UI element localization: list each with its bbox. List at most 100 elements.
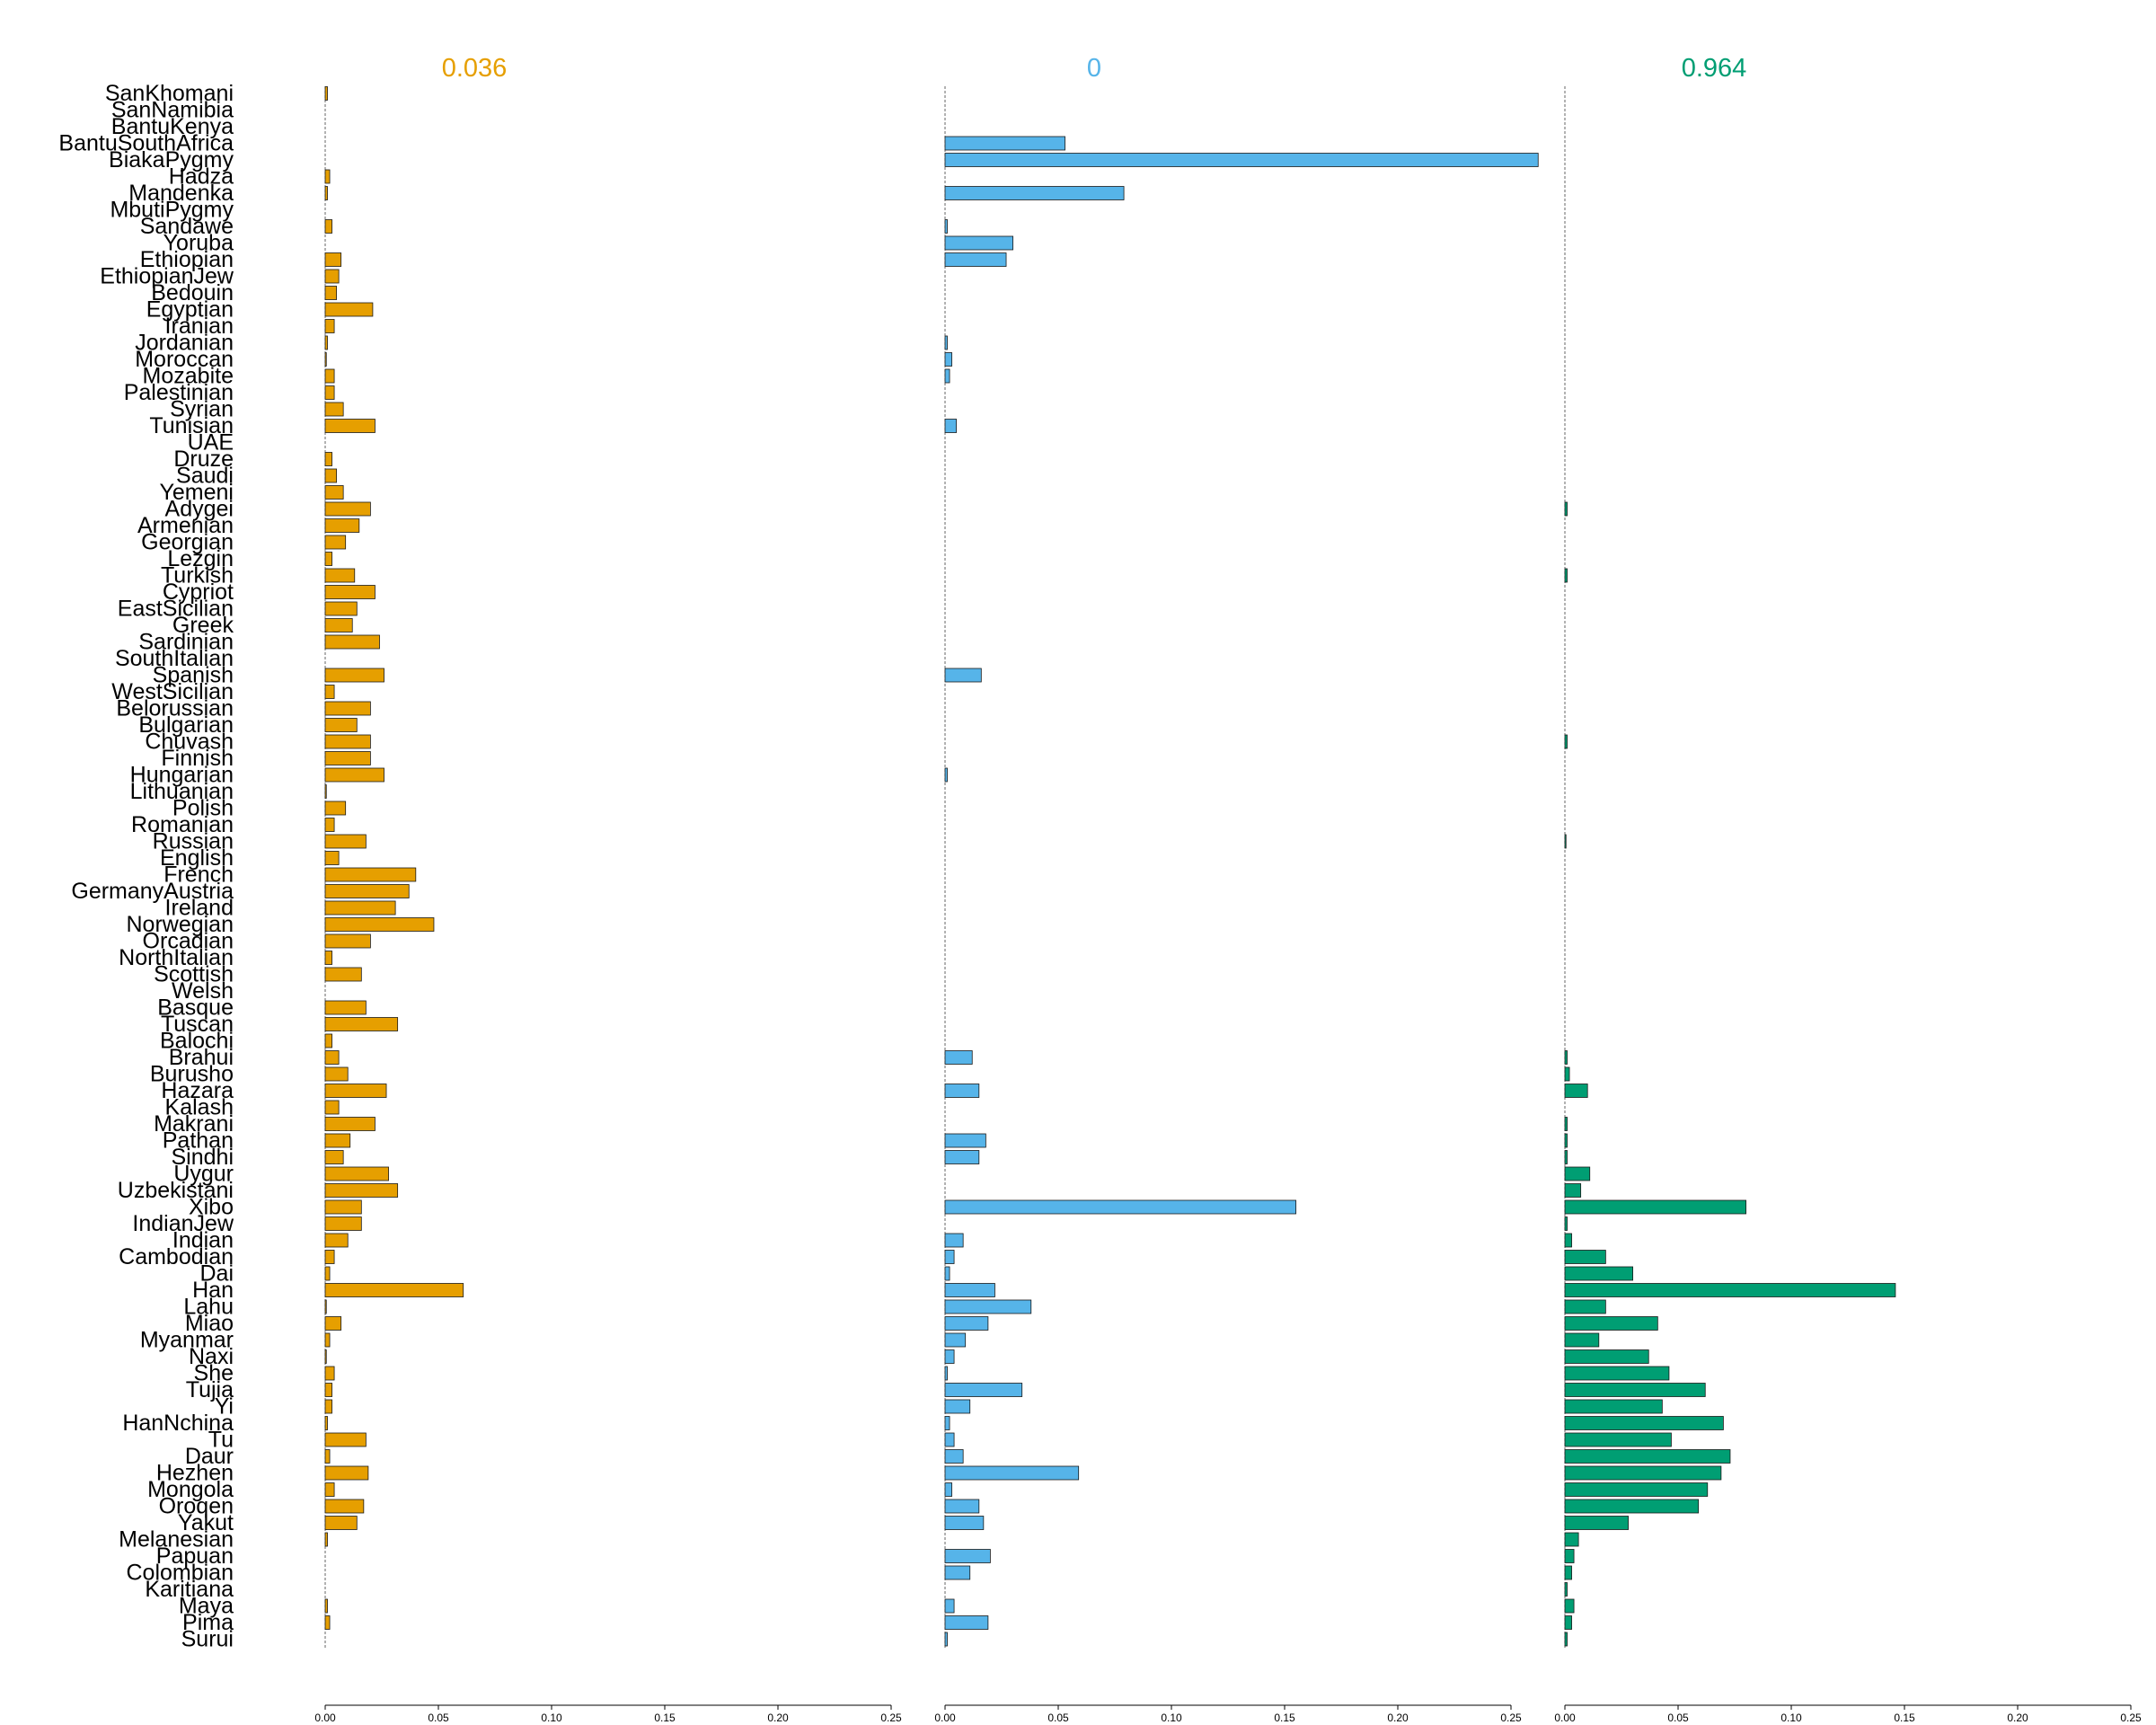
- population-label: Kalash: [165, 1095, 234, 1120]
- population-label: Brahui: [169, 1045, 234, 1070]
- bar: [324, 169, 331, 184]
- population-label: Druze: [173, 447, 234, 472]
- bar: [324, 1017, 399, 1031]
- population-label: Norwegian: [126, 912, 234, 937]
- x-tick-label: 0.10: [1780, 1712, 1802, 1724]
- bar: [1564, 1250, 1606, 1264]
- x-tick-label: 0.05: [428, 1712, 449, 1724]
- population-label: Polish: [172, 796, 234, 821]
- bar: [324, 1066, 349, 1082]
- bar: [324, 269, 340, 284]
- bar: [324, 1615, 331, 1630]
- bar: [324, 1199, 362, 1215]
- population-label: Cambodian: [119, 1244, 234, 1269]
- bar: [1564, 1199, 1747, 1215]
- bar: [944, 1449, 964, 1464]
- bar: [1564, 1366, 1670, 1381]
- bar: [944, 1399, 971, 1414]
- panel-3: 0.964 0.00 0.05 0.10 0.15 0.20 0.25: [1554, 54, 2142, 1724]
- population-label: Yemeni: [160, 480, 234, 505]
- bar: [1564, 1133, 1568, 1148]
- bar: [324, 784, 327, 799]
- bar: [324, 1283, 464, 1297]
- bar: [324, 402, 344, 417]
- population-label: Han: [192, 1278, 234, 1303]
- bar: [324, 801, 347, 816]
- population-label: Mongola: [147, 1477, 234, 1502]
- population-label: Papuan: [156, 1544, 234, 1569]
- bar: [944, 1349, 955, 1364]
- population-label: Syrian: [170, 397, 234, 422]
- population-label: Daur: [185, 1444, 234, 1469]
- bar: [1564, 1499, 1700, 1514]
- population-label: Uygur: [173, 1162, 234, 1187]
- bar: [944, 1565, 971, 1580]
- bar: [324, 1150, 344, 1164]
- bar: [324, 1465, 369, 1481]
- population-label: Yakut: [178, 1510, 234, 1535]
- population-label: French: [163, 862, 234, 888]
- population-label: Armenian: [137, 513, 234, 538]
- population-label: Yoruba: [163, 231, 234, 256]
- bar: [944, 668, 982, 683]
- bar: [324, 1266, 331, 1281]
- bar: [324, 1133, 351, 1148]
- bar: [1564, 1465, 1722, 1481]
- bar: [324, 867, 417, 882]
- x-tick-label: 0.05: [1667, 1712, 1689, 1724]
- population-label: Greek: [172, 613, 234, 638]
- bar: [324, 1166, 389, 1181]
- bar: [324, 186, 328, 200]
- bar: [944, 1283, 995, 1297]
- bar: [1564, 1565, 1572, 1580]
- bar: [324, 452, 332, 466]
- population-label: Spanish: [153, 663, 234, 688]
- population-label: English: [160, 845, 234, 871]
- population-label: EthiopianJew: [100, 264, 234, 289]
- bar: [1564, 1516, 1629, 1530]
- population-label: Jordanian: [135, 331, 234, 356]
- bar: [324, 1216, 362, 1231]
- bar: [324, 917, 435, 932]
- population-label: Burusho: [150, 1062, 234, 1087]
- population-label: Saudi: [176, 464, 234, 489]
- bar: [1564, 1283, 1896, 1297]
- x-tick-label: 0.20: [767, 1712, 789, 1724]
- population-label: BiakaPygmy: [109, 147, 234, 172]
- bar: [324, 668, 384, 683]
- bar: [1564, 1383, 1706, 1397]
- population-label: Belorussian: [116, 696, 234, 721]
- bar: [1564, 1416, 1724, 1430]
- bar: [324, 1598, 328, 1614]
- bar: [324, 468, 338, 483]
- bar: [324, 1516, 358, 1530]
- population-label: IndianJew: [132, 1211, 234, 1236]
- population-label: Mozabite: [143, 364, 234, 389]
- bar: [1564, 501, 1568, 517]
- bar: [944, 1432, 955, 1447]
- population-label: She: [194, 1361, 234, 1386]
- bar: [944, 335, 948, 350]
- bar: [324, 1432, 367, 1447]
- bar: [324, 1050, 340, 1065]
- bar: [1564, 1532, 1579, 1547]
- x-tick-label: 0.10: [1161, 1712, 1182, 1724]
- population-label: Lithuanian: [130, 779, 234, 804]
- population-label: Finnish: [161, 746, 234, 771]
- bar: [944, 252, 1007, 267]
- bar: [944, 1549, 991, 1563]
- bar: [944, 1250, 955, 1264]
- population-label: Sandawe: [140, 214, 234, 239]
- bar: [324, 701, 371, 716]
- bar: [324, 767, 384, 783]
- bar: [1564, 1084, 1588, 1098]
- population-label: Georgian: [141, 530, 234, 555]
- bar: [324, 900, 396, 916]
- x-tick-label: 0.10: [541, 1712, 562, 1724]
- bar: [324, 1449, 331, 1464]
- bar: [1564, 1316, 1658, 1331]
- population-label: Adygei: [165, 497, 234, 522]
- panel-title: 0.036: [442, 54, 508, 83]
- population-label: HanNchina: [122, 1411, 234, 1436]
